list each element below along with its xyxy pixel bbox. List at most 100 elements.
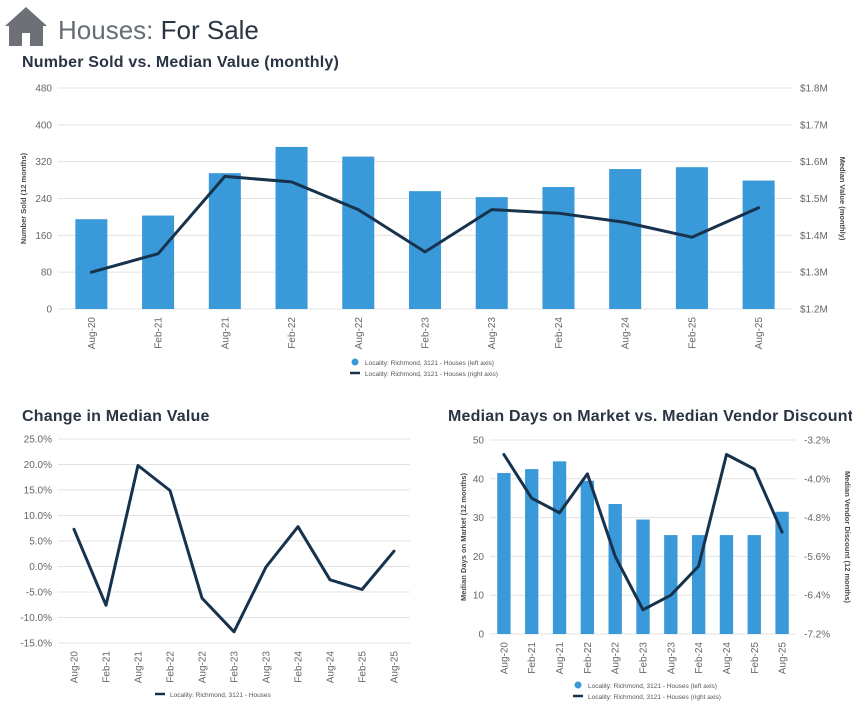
chart2-y-tick-label: 10.0%	[24, 511, 52, 522]
chart1-title: Number Sold vs. Median Value (monthly)	[22, 54, 339, 71]
chart1-x-tick-label: Aug-25	[754, 317, 765, 350]
chart1-y-tick-label: 480	[35, 84, 52, 95]
house-icon	[5, 7, 47, 46]
chart3-legend-label: Locality: Richmond, 3121 - Houses (left …	[588, 683, 717, 690]
chart3-y-axis-title: Median Days on Market (12 months)	[459, 473, 468, 601]
chart1-y2-tick-label: $1.4M	[800, 231, 828, 242]
page-title-part1: Houses:	[58, 15, 154, 45]
chart1-y2-tick-label: $1.2M	[800, 305, 828, 316]
chart3-bar	[525, 469, 539, 634]
chart3-bar	[691, 535, 706, 634]
chart2-x-tick-label: Feb-22	[166, 651, 177, 683]
chart3-title: Median Days on Market vs. Median Vendor …	[448, 408, 852, 425]
chart1-y2-axis-title: Median Value (monthly)	[838, 157, 847, 241]
chart3-legend-marker	[574, 681, 582, 689]
chart3-bar	[552, 461, 567, 634]
chart3-y2-tick-label: -6.4%	[804, 591, 830, 602]
chart2-legend-label: Locality: Richmond, 3121 - Houses	[170, 692, 272, 699]
chart1-y-tick-label: 0	[46, 305, 52, 316]
chart2-x-tick-label: Aug-20	[70, 651, 81, 684]
chart1-x-tick-label: Feb-22	[287, 317, 298, 349]
chart3-y2-tick-label: -7.2%	[804, 630, 830, 641]
chart3-x-tick-label: Feb-24	[694, 642, 705, 674]
chart3-y-tick-label: 20	[473, 552, 485, 563]
chart1-y-tick-label: 320	[35, 157, 52, 168]
chart3-x-tick-label: Aug-23	[666, 642, 677, 675]
chart2-y-tick-label: 20.0%	[24, 460, 52, 471]
chart2-x-tick-label: Feb-25	[358, 651, 369, 683]
chart1-x-tick-label: Aug-24	[621, 317, 632, 350]
chart1-y2-tick-label: $1.8M	[800, 84, 828, 95]
chart2-y-tick-label: 5.0%	[29, 537, 52, 548]
chart3-bar	[580, 480, 595, 634]
page-title-part2: For Sale	[160, 15, 259, 45]
chart3-y-tick-label: 50	[473, 436, 485, 447]
chart3-y2-tick-label: -3.2%	[804, 436, 830, 447]
chart3-x-tick-label: Aug-24	[722, 642, 733, 675]
chart1-x-tick-label: Feb-24	[554, 317, 565, 349]
chart3-x-tick-label: Feb-21	[527, 642, 538, 674]
chart1-y-axis-title: Number Sold (12 months)	[19, 152, 28, 244]
chart1-x-tick-label: Aug-20	[87, 317, 98, 350]
chart1-bar	[75, 219, 108, 309]
chart3-series-line	[502, 453, 784, 612]
chart2-x-tick-label: Aug-24	[326, 651, 337, 684]
chart3-legend-label: Locality: Richmond, 3121 - Houses (right…	[588, 694, 721, 701]
chart2-y-tick-label: 25.0%	[24, 435, 52, 446]
chart3-bar	[719, 535, 734, 634]
chart1-x-tick-label: Aug-22	[354, 317, 365, 350]
chart2-x-tick-label: Aug-21	[134, 651, 145, 684]
chart1-bar	[275, 146, 308, 309]
chart2-series-line	[72, 464, 396, 634]
chart1-legend-label: Locality: Richmond, 3121 - Houses (right…	[365, 371, 498, 378]
chart3-y-tick-label: 10	[473, 591, 485, 602]
chart1-y-tick-label: 400	[35, 120, 52, 131]
chart2-y-tick-label: -5.0%	[26, 588, 52, 599]
chart2-y-tick-label: 15.0%	[24, 486, 52, 497]
chart1-bar	[208, 173, 241, 309]
chart3-y-tick-label: 30	[473, 513, 485, 524]
chart3-x-tick-label: Aug-20	[499, 642, 510, 675]
chart1-bar	[542, 186, 575, 309]
chart2-x-tick-label: Feb-24	[294, 651, 305, 683]
chart2-x-tick-label: Feb-23	[230, 651, 241, 683]
chart3-y-tick-label: 40	[473, 474, 485, 485]
chart3-y-tick-label: 0	[478, 630, 484, 641]
chart3-bar	[775, 511, 789, 634]
chart2-title: Change in Median Value	[22, 408, 210, 425]
header: Houses: For Sale	[0, 0, 852, 52]
chart1-y-tick-label: 160	[35, 231, 52, 242]
chart1-x-tick-label: Feb-25	[687, 317, 698, 349]
chart1-x-tick-label: Aug-23	[487, 317, 498, 350]
chart1-legend-marker	[351, 358, 359, 366]
chart3-x-tick-label: Feb-25	[750, 642, 761, 674]
chart3-x-tick-label: Feb-23	[639, 642, 650, 674]
chart3-y2-axis-title: Median Vendor Discount (12 months)	[843, 471, 852, 604]
chart1-y2-tick-label: $1.6M	[800, 157, 828, 168]
chart1-x-tick-label: Feb-21	[154, 317, 165, 349]
chart2-x-tick-label: Feb-21	[102, 651, 113, 683]
chart2-y-tick-label: -15.0%	[20, 639, 52, 650]
chart1-x-tick-label: Feb-23	[421, 317, 432, 349]
chart2-x-tick-label: Aug-23	[262, 651, 273, 684]
chart2-x-tick-label: Aug-25	[390, 651, 401, 684]
chart3-x-tick-label: Feb-22	[583, 642, 594, 674]
chart3-bar	[664, 535, 678, 634]
chart3-bar	[608, 504, 622, 634]
chart2-y-tick-label: 0.0%	[29, 562, 52, 573]
chart1-x-tick-label: Aug-21	[220, 317, 231, 350]
chart3-bar	[636, 519, 650, 634]
chart2-x-tick-label: Aug-22	[198, 651, 209, 684]
chart1-y-tick-label: 240	[35, 194, 52, 205]
page-title: Houses: For Sale	[58, 14, 259, 46]
chart1-bar	[609, 169, 642, 309]
chart1-bar	[742, 180, 775, 309]
chart3-y2-tick-label: -4.8%	[804, 513, 830, 524]
chart1-y2-tick-label: $1.5M	[800, 194, 828, 205]
chart1-y2-tick-label: $1.7M	[800, 120, 828, 131]
chart1-legend-label: Locality: Richmond, 3121 - Houses (left …	[365, 360, 494, 367]
chart1-bar	[408, 191, 442, 309]
chart1-bar	[342, 156, 375, 309]
chart3-y2-tick-label: -5.6%	[804, 552, 830, 563]
